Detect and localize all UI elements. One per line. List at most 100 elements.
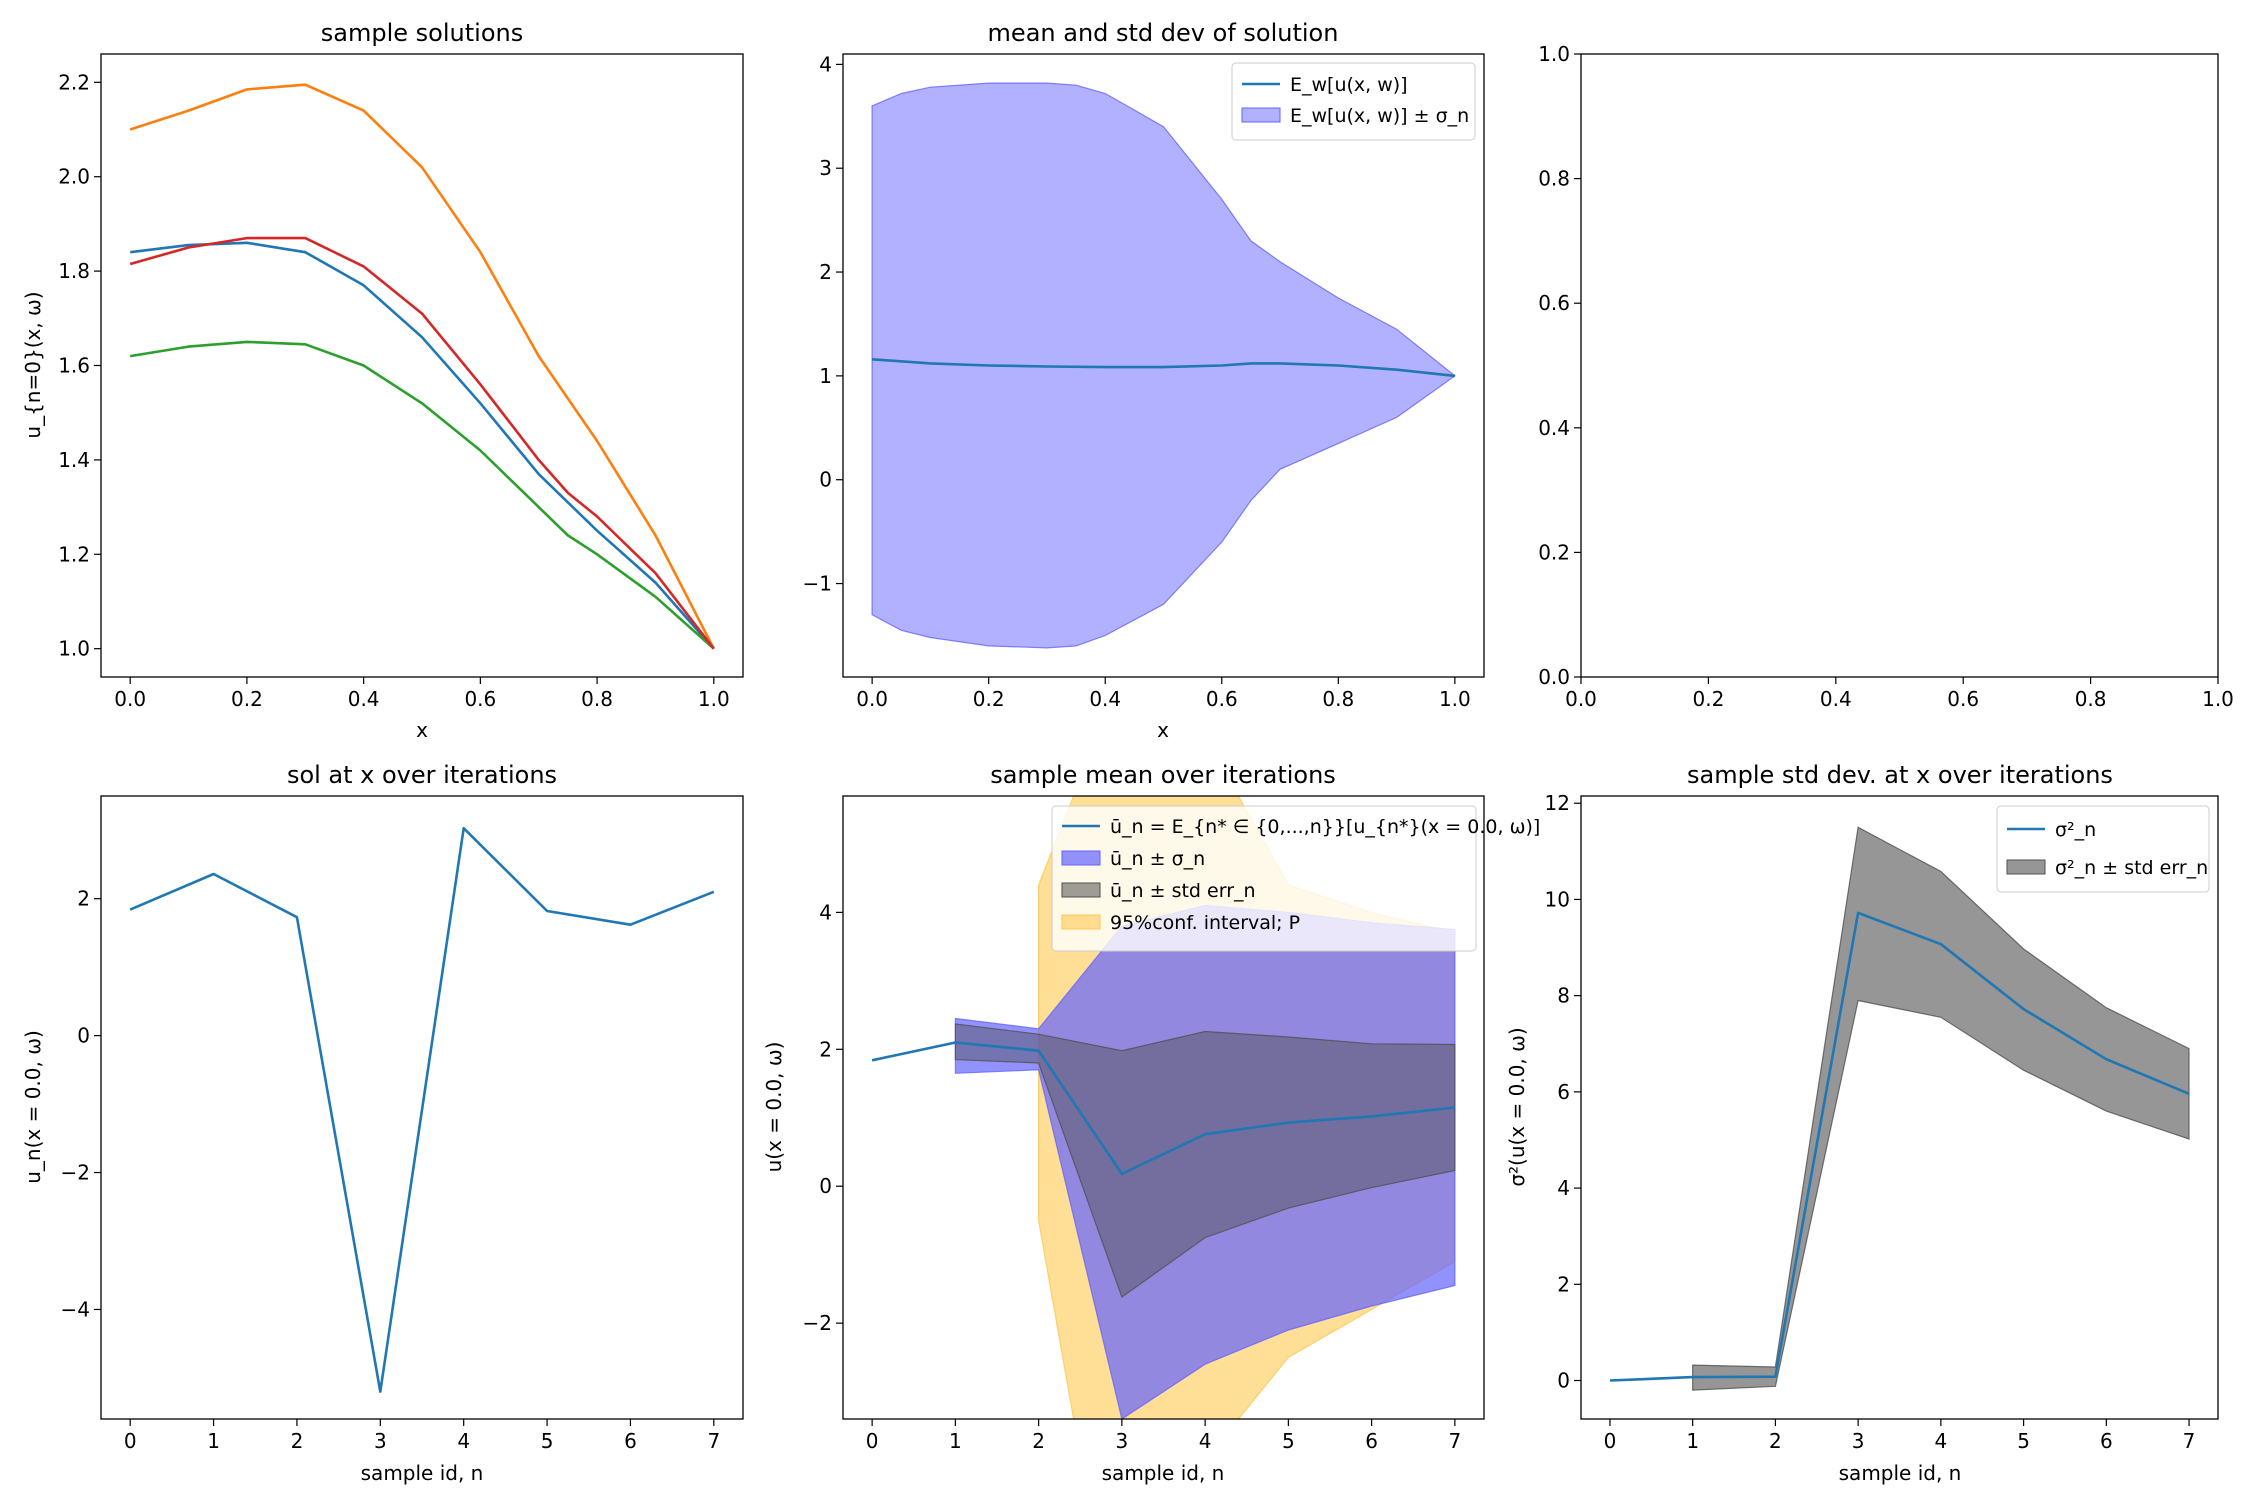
x-tick-label: 0 [866,1429,879,1453]
x-tick-label: 3 [1116,1429,1129,1453]
y-tick-label: 1 [819,364,832,388]
x-tick-label: 2 [1769,1429,1782,1453]
y-tick-label: 2.0 [58,165,90,189]
x-tick-label: 6 [1365,1429,1378,1453]
plot-marks [871,796,1456,1419]
x-tick-label: 2 [291,1429,304,1453]
panel-mean-std: 0.0 0.2 0.4 0.6 0.8 1.0 −1 0 1 2 3 4 mean and std d… [803,19,1485,742]
x-tick-label: 1.0 [698,687,730,711]
legend-label-mean: σ²_n [2055,819,2096,841]
legend-box [1996,805,2210,893]
x-tick-label: 0.2 [973,687,1005,711]
axes-frame [101,54,743,677]
axes-border [842,53,1485,678]
y-axis-label: u_n(x = 0.0, ω) [21,1030,45,1184]
y-axis-label: u(x = 0.0, ω) [762,1042,786,1173]
legend-label-band: σ²_n ± std err_n [2055,857,2208,879]
x-tick-label: 0 [124,1429,137,1453]
y-tick-label: 0.2 [1538,540,1570,564]
legend-box [1051,805,1477,952]
legend-label-std: ū_n ± σ_n [1110,848,1205,870]
plot-area [871,82,1456,649]
std-band [1692,826,2190,1391]
tick-labels: 0.0 0.2 0.4 0.6 0.8 1.0 0.0 0.2 0.4 0.6 0.8 1.0 [1538,42,2234,711]
legend-swatch-err [1061,882,1101,898]
y-tick-label: 0.0 [1538,665,1570,689]
plot-marks [1609,826,2190,1391]
x-tick-label: 0.6 [1947,687,1979,711]
std-band [871,82,1456,649]
x-axis-label: sample id, n [1102,1461,1225,1485]
plot-area [129,83,715,650]
y-tick-label: 0 [819,1174,832,1198]
tick-labels: 0 1 2 3 4 5 6 7 −4 −2 0 2 [61,887,721,1453]
series-line-1 [129,83,715,650]
series-line-0 [130,241,715,650]
legend-swatch-conf [1061,914,1101,930]
y-tick-label: 12 [1545,791,1570,815]
x-axis-label: x [416,718,428,742]
plot-marks [129,826,715,1393]
x-tick-label: 0.4 [1820,687,1852,711]
y-tick-label: 0 [77,1024,90,1048]
legend-label-conf: 95%conf. interval; P [1110,912,1300,934]
x-tick-label: 4 [1199,1429,1212,1453]
panel-sample-mean: 0 1 2 3 4 5 6 7 −2 0 2 4 sample mean over iteration… [762,761,1540,1485]
y-tick-label: 1.0 [1538,42,1570,66]
legend-label-mean: ū_n = E_{n* ∈ {0,...,n}}[u_{n*}(x = 0.0,… [1110,816,1540,838]
legend-label-band: E_w[u(x, w)] ± σ_n [1290,105,1469,127]
mean-line [871,1041,1456,1176]
legend-box [1231,62,1476,141]
y-tick-label: 2.2 [58,70,90,94]
x-tick-label: 3 [1852,1429,1865,1453]
y-axis-label: u_{n=0}(x, ω) [21,291,45,438]
x-tick-label: 7 [707,1429,720,1453]
x-tick-label: 6 [624,1429,637,1453]
y-tick-label: 1.0 [58,637,90,661]
x-tick-label: 0.0 [1565,687,1597,711]
x-tick-label: 1.0 [2202,687,2234,711]
x-tick-label: 0.0 [114,687,146,711]
y-axis-label: σ²(u(x = 0.0, ω) [1505,1027,1529,1186]
x-tick-label: 0.6 [464,687,496,711]
axes-border [100,53,744,678]
x-tick-label: 0.0 [856,687,888,711]
y-tick-label: 1.2 [58,542,90,566]
series-line-3 [129,236,715,650]
x-tick-label: 5 [541,1429,554,1453]
axes-border [1580,795,2219,1420]
x-tick-label: 1 [207,1429,220,1453]
y-tick-label: 1.6 [58,354,90,378]
y-tick-label: 2 [819,1037,832,1061]
x-tick-label: 0.8 [1322,687,1354,711]
x-tick-label: 5 [1282,1429,1295,1453]
legend-swatch-std [1061,850,1101,866]
y-tick-label: 1.8 [58,259,90,283]
y-tick-label: 0 [819,468,832,492]
legend: σ²_n σ²_n ± std err_n [1996,805,2210,893]
series-line-0 [129,826,715,1393]
panel-empty: 0.0 0.2 0.4 0.6 0.8 1.0 0.0 0.2 0.4 0.6 0.8 1.0 [1538,42,2234,711]
y-tick-label: 1.4 [58,448,90,472]
x-tick-label: 6 [2100,1429,2113,1453]
y-tick-label: 0.4 [1538,416,1570,440]
x-axis-label: sample id, n [361,1461,484,1485]
axes-border [100,795,744,1420]
x-tick-label: 4 [457,1429,470,1453]
chart-title: sample std dev. at x over iterations [1687,761,2113,789]
x-tick-label: 0.6 [1206,687,1238,711]
y-tick-label: −4 [61,1297,90,1321]
tick-labels: 0.0 0.2 0.4 0.6 0.8 1.0 −1 0 1 2 3 4 [803,52,1471,711]
x-tick-label: 7 [1448,1429,1461,1453]
y-tick-label: 4 [1557,1176,1570,1200]
y-tick-label: 0.8 [1538,167,1570,191]
x-tick-label: 5 [2017,1429,2030,1453]
tick-labels: 0 1 2 3 4 5 6 7 −2 0 2 4 [803,900,1462,1453]
series-line-2 [129,340,715,650]
axes-frame [1581,54,2218,677]
y-tick-label: 4 [819,900,832,924]
x-tick-label: 0.4 [1089,687,1121,711]
